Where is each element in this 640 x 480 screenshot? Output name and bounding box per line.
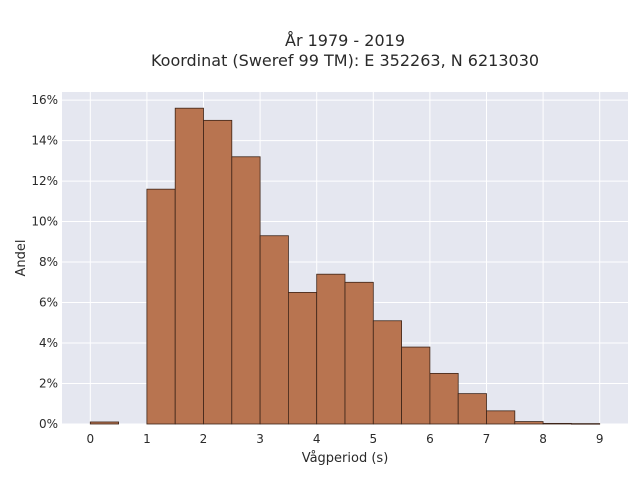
x-tick-label: 6 <box>426 432 434 446</box>
x-tick-label: 9 <box>596 432 604 446</box>
x-tick-label: 5 <box>369 432 377 446</box>
histogram-bar <box>372 320 402 425</box>
y-axis-label: Andel <box>14 240 29 277</box>
histogram-bar <box>486 410 516 425</box>
chart-title-line2: Koordinat (Sweref 99 TM): E 352263, N 62… <box>151 51 539 70</box>
x-tick-label: 1 <box>143 432 151 446</box>
histogram-bars <box>89 107 601 425</box>
y-tick-label: 6% <box>39 296 58 310</box>
histogram-bar <box>203 119 233 425</box>
x-tick-label: 4 <box>313 432 321 446</box>
y-tick-label: 10% <box>31 215 58 229</box>
x-tick-label: 3 <box>256 432 264 446</box>
histogram-bar <box>429 372 459 425</box>
histogram-bar <box>287 292 318 425</box>
histogram-bar <box>174 107 204 425</box>
y-tick-label: 14% <box>31 134 58 148</box>
chart-title-line1: År 1979 - 2019 <box>285 31 405 50</box>
y-tick-label: 16% <box>31 93 58 107</box>
y-tick-label: 12% <box>31 174 58 188</box>
y-tick-label: 8% <box>39 255 58 269</box>
y-tick-label: 0% <box>39 417 58 431</box>
x-tick-label: 0 <box>86 432 94 446</box>
y-axis-ticks: 0% 2% 4% 6% 8% 10% 12% 14% 16% <box>31 93 58 431</box>
y-tick-label: 2% <box>39 377 58 391</box>
x-tick-label: 2 <box>200 432 208 446</box>
histogram-bar <box>344 281 374 425</box>
x-tick-label: 7 <box>483 432 491 446</box>
histogram-bar <box>231 156 261 425</box>
histogram-bar <box>457 393 487 425</box>
x-tick-label: 8 <box>539 432 547 446</box>
histogram-bar <box>89 421 120 425</box>
histogram-bar <box>259 235 289 425</box>
x-axis-ticks: 0 1 2 3 4 5 6 7 8 9 <box>86 432 603 446</box>
x-axis-label: Vågperiod (s) <box>302 451 389 466</box>
histogram-bar <box>316 273 346 425</box>
y-tick-label: 4% <box>39 336 58 350</box>
histogram-bar <box>514 421 544 425</box>
histogram-bar <box>146 188 176 425</box>
histogram-bar <box>401 346 431 425</box>
histogram-bar <box>542 422 572 425</box>
histogram-bar <box>571 423 601 425</box>
